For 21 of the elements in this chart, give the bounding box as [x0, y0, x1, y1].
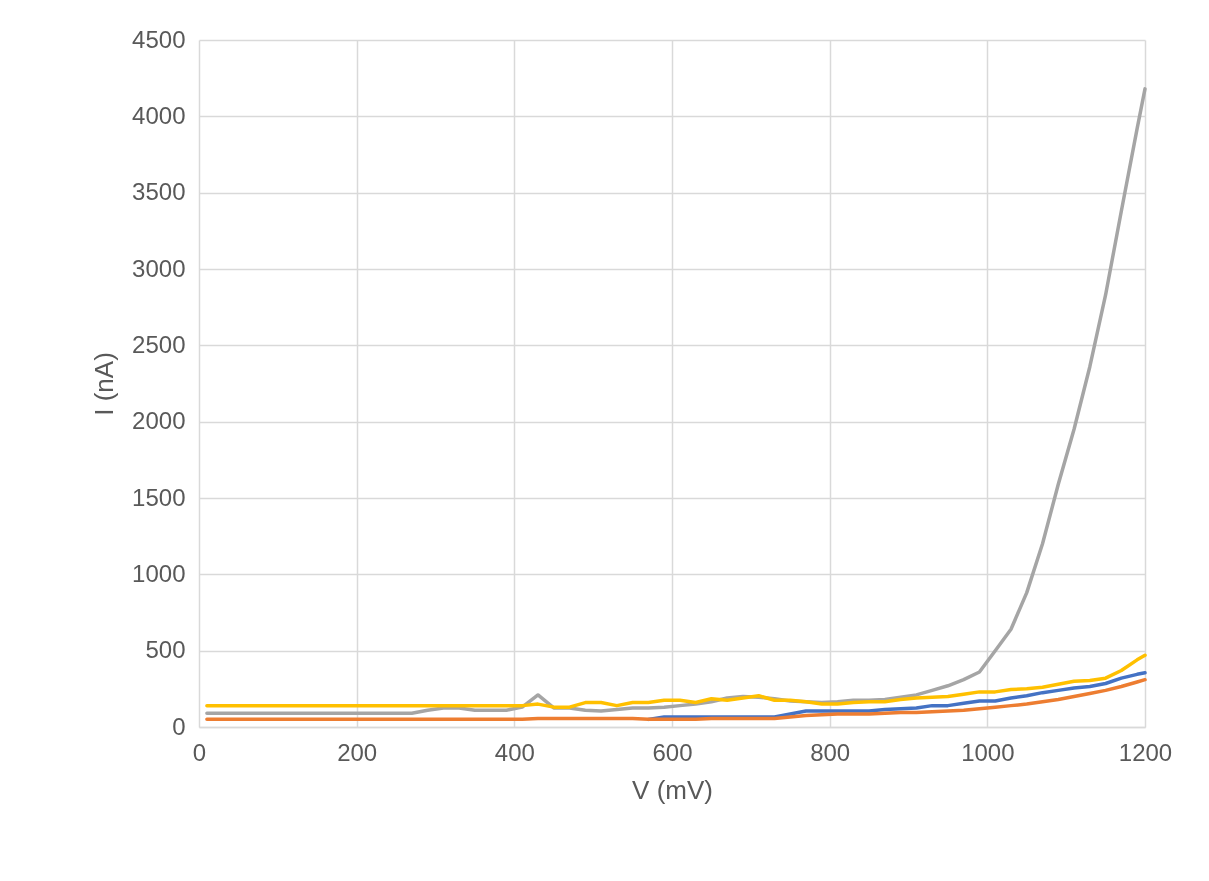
line-series: [205, 677, 1147, 722]
y-tick-label: 500: [145, 636, 186, 664]
y-axis-title: I (nA): [89, 352, 120, 416]
y-tick-label: 3000: [132, 254, 186, 282]
y-tick-label: 4000: [132, 101, 186, 129]
x-axis-title: V (mV): [632, 774, 713, 805]
x-tick-label: 1200: [1118, 738, 1173, 766]
y-tick-label: 0: [172, 712, 186, 740]
x-tick-label: 600: [652, 738, 693, 766]
y-tick-label: 3500: [132, 178, 186, 206]
x-tick-label: 800: [810, 738, 851, 766]
y-tick-label: 1500: [132, 483, 186, 511]
y-tick-label: 2000: [132, 407, 186, 435]
x-tick-label: 0: [192, 738, 207, 766]
y-tick-label: 4500: [132, 25, 186, 53]
y-tick-label: 1000: [132, 559, 186, 587]
line-series: [205, 653, 1147, 709]
y-tick-label: 2500: [132, 330, 186, 358]
x-tick-label: 1000: [961, 738, 1015, 766]
x-tick-label: 400: [494, 738, 535, 766]
x-tick-label: 200: [337, 738, 378, 766]
